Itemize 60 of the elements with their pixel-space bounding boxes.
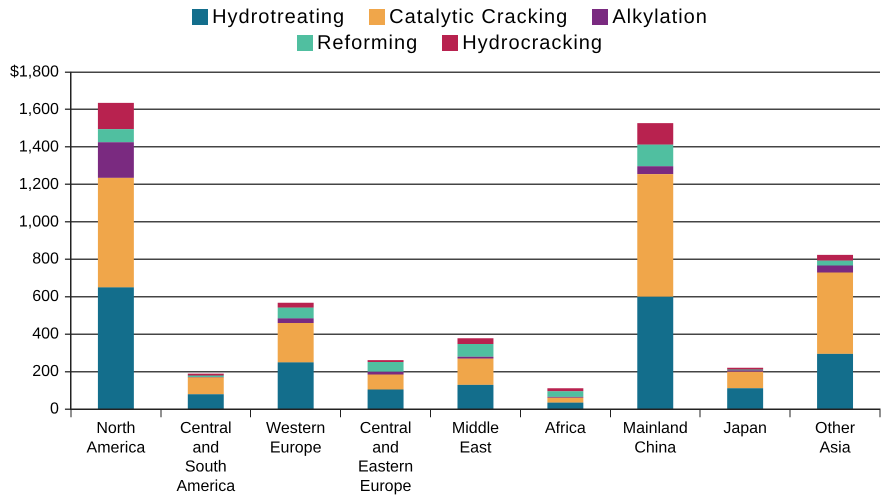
bar (547, 402, 584, 408)
y-tick-label: 1,600 (18, 100, 60, 118)
y-tick-label: 1,400 (18, 138, 60, 156)
bar (637, 296, 674, 408)
x-tick-label: Western Europe (266, 420, 326, 456)
legend-label: Alkylation (612, 6, 708, 28)
bar (547, 391, 584, 397)
x-tick-label: Central and Eastern Europe (358, 420, 414, 495)
legend-label: Hydrotreating (212, 6, 346, 28)
bar (817, 260, 854, 266)
y-tick-label: 200 (32, 363, 60, 380)
bar (368, 362, 404, 372)
bar (547, 398, 584, 403)
bar (637, 123, 674, 145)
bar (817, 354, 854, 408)
bar (98, 142, 134, 178)
bar (457, 384, 494, 408)
x-tick-label: Japan (723, 420, 767, 438)
y-tick-label: 0 (50, 400, 60, 418)
x-tick-label: North America (86, 420, 146, 456)
bar (278, 318, 314, 324)
bar (278, 308, 314, 318)
bar (368, 374, 404, 390)
bar (368, 390, 404, 408)
y-tick-label: 1,000 (18, 213, 60, 230)
bar (817, 254, 854, 261)
x-tick-label: Africa (544, 420, 586, 438)
bar (457, 358, 494, 385)
y-tick-label: 400 (32, 326, 60, 343)
bar (817, 266, 854, 272)
bar (368, 372, 404, 375)
bar (188, 394, 224, 408)
bar (278, 302, 314, 308)
y-tick-label: 1,200 (18, 176, 60, 193)
bar (457, 338, 494, 344)
legend-label: Reforming (316, 32, 418, 54)
bar (98, 287, 134, 408)
x-tick-label: Central and South America (176, 420, 236, 495)
x-tick-label: Mainland China (622, 420, 688, 456)
y-tick-label: 800 (32, 250, 60, 268)
bar (98, 178, 134, 288)
x-tick-label: Other Asia (815, 420, 856, 456)
bar (98, 129, 134, 142)
y-tick-label: $1,800 (10, 63, 60, 80)
bar (547, 388, 584, 392)
bar (637, 144, 674, 166)
bar (188, 377, 224, 394)
x-tick-label: Middle East (452, 420, 500, 456)
bar (637, 166, 674, 174)
y-tick-label: 600 (32, 288, 60, 306)
bar (278, 362, 314, 408)
bar (98, 102, 134, 130)
bar (817, 272, 854, 354)
bar (278, 323, 314, 362)
bar (637, 174, 674, 297)
legend-label: Hydrocracking (462, 32, 604, 54)
bar (727, 388, 764, 408)
bar (457, 344, 494, 357)
bar (727, 372, 764, 388)
legend-label: Catalytic Cracking (389, 6, 568, 28)
